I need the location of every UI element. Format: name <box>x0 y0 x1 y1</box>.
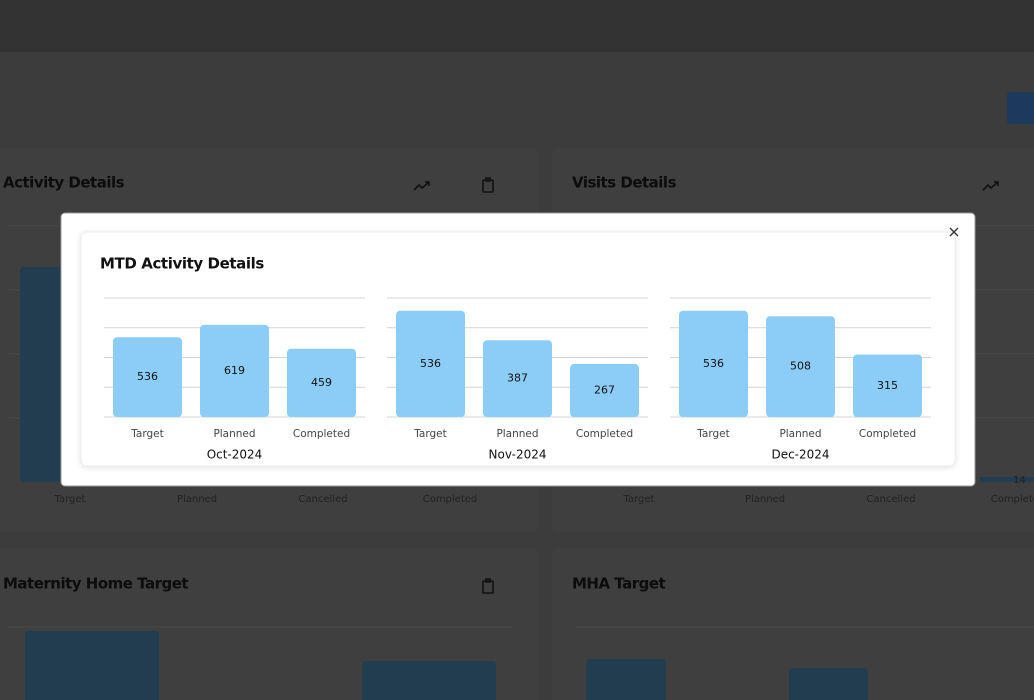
icons <box>413 177 999 594</box>
chart-label: Nov-2024 <box>489 448 547 462</box>
bg-category-label: Cancelled <box>298 494 347 505</box>
bar <box>483 340 552 417</box>
value-label: 619 <box>224 364 245 377</box>
value-label: 536 <box>420 357 441 370</box>
bg-category-label: Target <box>623 494 655 505</box>
category-label: Target <box>696 428 729 440</box>
bg-category-label: Planned <box>177 494 217 505</box>
modal-title: MTD Activity Details <box>100 255 264 273</box>
top-bar <box>0 0 1034 52</box>
category-label: Completed <box>576 428 633 440</box>
charts: 536 Target 619 Planned 459 Completed Oct-2024 5… <box>104 297 931 462</box>
card-title: Maternity Home Target <box>3 575 188 593</box>
bar <box>853 354 922 417</box>
value-label: 387 <box>507 372 528 385</box>
card-title: MHA Target <box>572 575 666 593</box>
bg-category-label: Target <box>54 494 86 505</box>
value-label: 508 <box>790 360 811 373</box>
bg-category-label: Completed <box>991 494 1034 505</box>
category-label: Planned <box>496 428 538 440</box>
value-label: 459 <box>311 376 332 389</box>
category-label: Planned <box>213 428 255 440</box>
card-title: Visits Details <box>572 174 677 192</box>
data-label: 14 <box>1013 475 1026 486</box>
card <box>552 548 1034 700</box>
bar <box>766 316 835 417</box>
button[interactable] <box>1007 92 1034 124</box>
bar <box>287 348 356 417</box>
chart-label: Oct-2024 <box>207 448 263 462</box>
bar <box>113 337 182 417</box>
bar <box>679 310 748 417</box>
bar <box>570 364 639 417</box>
category-label: Completed <box>293 428 350 440</box>
close-button[interactable] <box>949 227 959 237</box>
bg-labels: Target Planned Cancelled Completed Target Pla… <box>54 494 1034 505</box>
category-label: Planned <box>779 428 821 440</box>
bar <box>200 324 269 417</box>
category-label: Completed <box>859 428 916 440</box>
bar <box>396 310 465 417</box>
card-title: Activity Details <box>3 174 125 192</box>
bg-category-label: Cancelled <box>866 494 915 505</box>
value-label: 267 <box>594 384 615 397</box>
chart-label: Dec-2024 <box>771 448 829 462</box>
value-label: 315 <box>877 379 898 392</box>
category-label: Target <box>413 428 446 440</box>
value-label: 536 <box>703 357 724 370</box>
bg-category-label: Planned <box>745 494 785 505</box>
value-label: 536 <box>137 370 158 383</box>
category-label: Target <box>130 428 163 440</box>
bg-category-label: Completed <box>423 494 478 505</box>
